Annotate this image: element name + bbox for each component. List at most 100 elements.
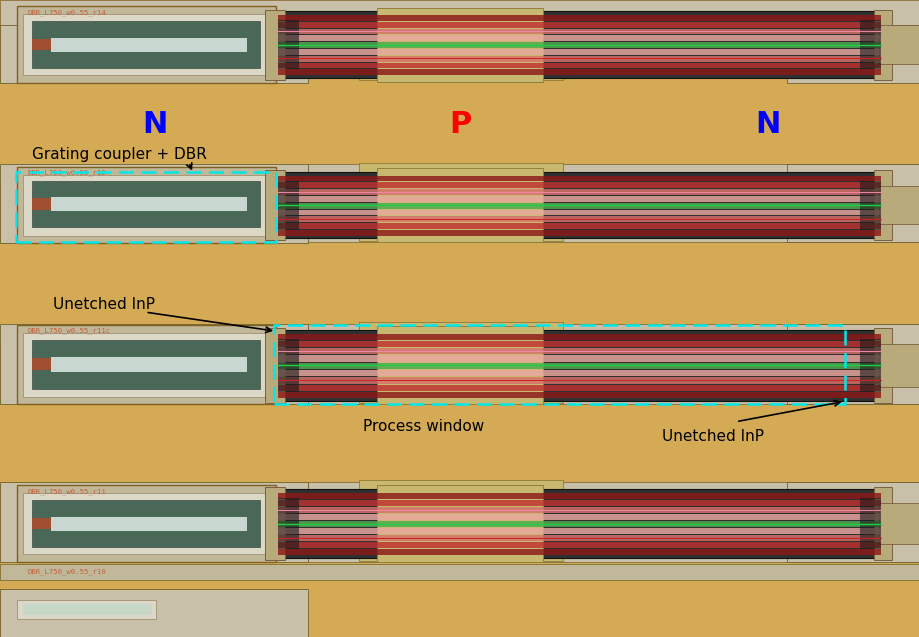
Bar	[0, 324, 308, 344]
Text: DBR_L750_w0.55_r12: DBR_L750_w0.55_r12	[28, 169, 107, 176]
Text: N: N	[754, 110, 780, 139]
Bar	[32, 22, 260, 68]
Bar	[873, 170, 891, 240]
Bar	[51, 38, 246, 52]
Bar	[278, 56, 880, 62]
Bar	[278, 550, 880, 555]
Bar	[278, 500, 880, 506]
Bar	[278, 22, 880, 27]
Bar	[278, 392, 880, 398]
Bar	[278, 196, 880, 202]
Bar	[859, 181, 880, 229]
Text: Process window: Process window	[362, 419, 483, 434]
Bar	[873, 328, 891, 403]
Bar	[32, 518, 51, 529]
Bar	[358, 19, 562, 80]
Bar	[358, 480, 562, 561]
Text: Unetched InP: Unetched InP	[662, 429, 764, 445]
Bar	[278, 535, 880, 541]
Bar	[859, 498, 880, 549]
Bar	[878, 344, 919, 387]
Bar	[278, 370, 880, 376]
Bar	[0, 482, 308, 562]
Bar	[278, 334, 880, 340]
Bar	[878, 186, 919, 224]
Bar	[17, 325, 276, 404]
Bar	[278, 69, 880, 75]
Bar	[17, 167, 276, 243]
Bar	[32, 198, 51, 210]
Bar	[786, 164, 919, 242]
Bar	[278, 528, 880, 534]
Bar	[278, 29, 880, 34]
Bar	[278, 362, 880, 369]
Bar	[17, 600, 156, 619]
Bar	[278, 230, 880, 236]
Bar	[32, 358, 51, 371]
Text: DBR_L750_w0.55_r11: DBR_L750_w0.55_r11	[28, 488, 107, 494]
Bar	[278, 210, 880, 215]
Bar	[23, 333, 269, 397]
Bar	[0, 164, 308, 185]
Bar	[786, 482, 919, 562]
Bar	[308, 482, 919, 562]
Bar	[278, 514, 880, 520]
Bar	[873, 487, 891, 560]
Bar	[32, 501, 260, 547]
Text: DBR_L750_w0.55_r11c: DBR_L750_w0.55_r11c	[28, 327, 110, 334]
Bar	[0, 0, 919, 27]
Bar	[17, 485, 276, 562]
Bar	[278, 355, 880, 362]
Bar	[0, 324, 308, 404]
Bar	[873, 10, 891, 80]
Bar	[358, 163, 562, 241]
Bar	[265, 170, 285, 240]
Bar	[23, 493, 269, 554]
Bar	[278, 339, 299, 392]
Bar	[32, 340, 260, 389]
Text: Unetched InP: Unetched InP	[53, 297, 155, 312]
Bar	[16, 172, 276, 242]
Bar	[278, 341, 880, 347]
Bar	[278, 189, 880, 195]
Bar	[377, 168, 542, 242]
Bar	[32, 39, 51, 50]
Bar	[278, 507, 880, 513]
Bar	[278, 348, 880, 354]
Bar	[377, 485, 542, 562]
Bar	[278, 36, 880, 41]
Bar	[278, 542, 880, 548]
Bar	[278, 498, 299, 549]
Bar	[878, 25, 919, 64]
Bar	[276, 330, 882, 401]
Bar	[23, 14, 269, 75]
Bar	[377, 326, 542, 404]
Bar	[32, 181, 260, 227]
Bar	[278, 42, 880, 48]
Bar	[278, 223, 880, 229]
Bar	[278, 20, 299, 69]
Bar	[23, 175, 269, 236]
Bar	[278, 377, 880, 383]
Bar	[51, 357, 246, 372]
Bar	[278, 182, 880, 188]
Bar	[358, 322, 562, 403]
Bar	[278, 181, 299, 229]
Bar	[0, 589, 308, 637]
Text: N: N	[142, 110, 167, 139]
Bar	[308, 324, 919, 404]
Bar	[278, 176, 880, 182]
Bar	[23, 604, 152, 615]
Bar	[276, 11, 882, 78]
Bar	[278, 49, 880, 55]
Bar	[265, 10, 285, 80]
Bar	[276, 489, 882, 558]
Bar	[278, 217, 880, 222]
Bar	[17, 6, 276, 83]
Text: DBR_L750_w0.55_r14: DBR_L750_w0.55_r14	[28, 9, 107, 15]
Bar	[786, 324, 919, 404]
Text: DBR_L750_w0.55_r10: DBR_L750_w0.55_r10	[28, 569, 107, 575]
Bar	[278, 521, 880, 527]
Bar	[786, 25, 919, 83]
Text: Grating coupler + DBR: Grating coupler + DBR	[32, 147, 207, 162]
